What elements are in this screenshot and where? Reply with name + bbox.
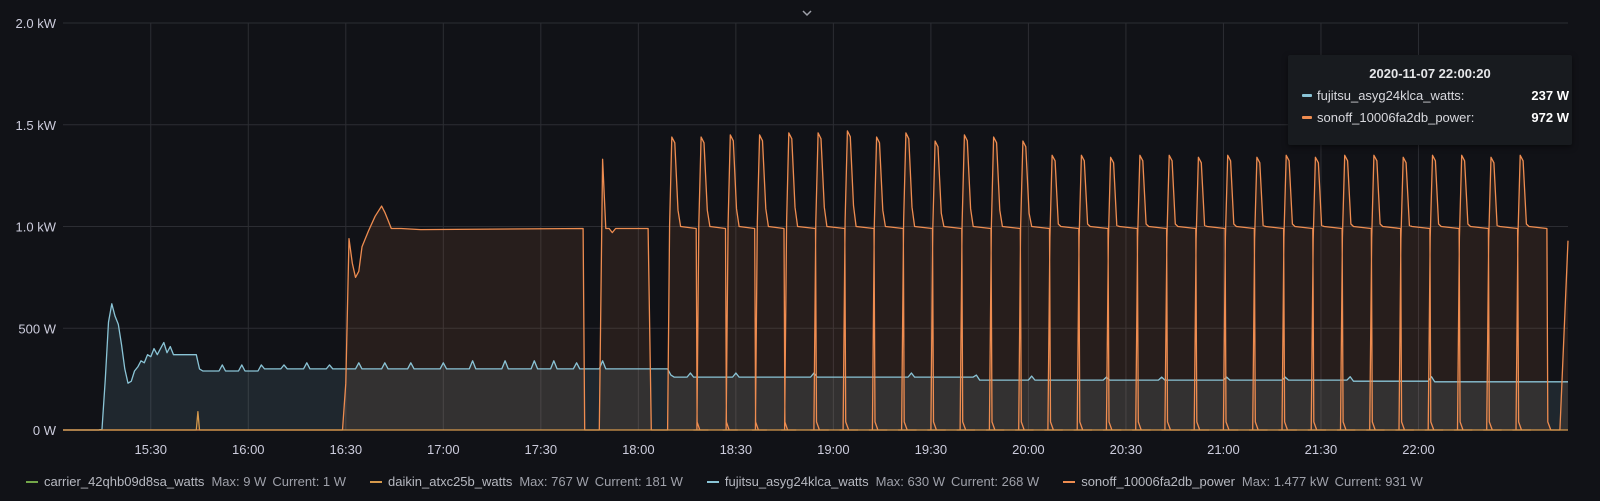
legend-item-sonoff[interactable]: sonoff_10006fa2db_power Max: 1.477 kW Cu… <box>1063 474 1429 489</box>
legend-item-daikin[interactable]: daikin_atxc25b_watts Max: 767 W Current:… <box>370 474 689 489</box>
legend-max: Max: 1.477 kW <box>1241 474 1329 489</box>
x-tick-label: 19:00 <box>817 442 850 457</box>
x-tick-label: 19:30 <box>915 442 948 457</box>
legend-series-name: fujitsu_asyg24klca_watts <box>724 474 869 489</box>
legend-current: Current: 931 W <box>1334 474 1423 489</box>
tooltip-series-name: sonoff_10006fa2db_power: <box>1317 110 1475 125</box>
legend-series-name: sonoff_10006fa2db_power <box>1081 474 1235 489</box>
series-area-fujitsu-asyg24klca-watts <box>63 303 1568 430</box>
tooltip-series-value: 237 W <box>1531 88 1569 103</box>
legend-swatch <box>1063 480 1076 483</box>
legend-current: Current: 1 W <box>272 474 347 489</box>
series-swatch <box>1302 94 1312 97</box>
x-axis: 15:30 16:00 16:30 17:00 17:30 18:00 18:30 19:00… <box>134 442 1434 457</box>
x-tick-label: 17:00 <box>427 442 460 457</box>
x-tick-label: 21:30 <box>1305 442 1338 457</box>
x-tick-label: 17:30 <box>525 442 558 457</box>
tooltip-series-value: 972 W <box>1531 110 1569 125</box>
legend-swatch <box>26 480 38 483</box>
x-tick-label: 16:30 <box>330 442 363 457</box>
chevron-down-icon[interactable] <box>801 8 813 18</box>
x-tick-label: 20:00 <box>1012 442 1045 457</box>
legend-max: Max: 9 W <box>211 474 267 489</box>
legend-current: Current: 268 W <box>951 474 1040 489</box>
legend-series-name: carrier_42qhb09d8sa_watts <box>44 474 205 489</box>
tooltip-series-name: fujitsu_asyg24klca_watts: <box>1317 88 1465 103</box>
legend-max: Max: 630 W <box>875 474 946 489</box>
tooltip-row-sonoff: sonoff_10006fa2db_power: 972 W <box>1302 110 1572 125</box>
x-tick-label: 18:00 <box>622 442 655 457</box>
x-tick-label: 20:30 <box>1110 442 1143 457</box>
legend-current: Current: 181 W <box>594 474 683 489</box>
y-tick-label: 1.0 kW <box>16 220 57 235</box>
x-tick-label: 21:00 <box>1207 442 1240 457</box>
y-axis: 0 W 500 W 1.0 kW 1.5 kW 2.0 kW <box>16 16 57 438</box>
legend-swatch <box>370 480 383 483</box>
y-tick-label: 1.5 kW <box>16 118 57 133</box>
series-lines <box>63 130 1569 431</box>
legend: carrier_42qhb09d8sa_watts Max: 9 W Curre… <box>26 474 1447 489</box>
x-tick-label: 15:30 <box>134 442 167 457</box>
hover-tooltip: 2020-11-07 22:00:20 fujitsu_asyg24klca_w… <box>1288 55 1572 145</box>
legend-swatch <box>706 480 719 483</box>
legend-series-name: daikin_atxc25b_watts <box>388 474 513 489</box>
legend-item-carrier[interactable]: carrier_42qhb09d8sa_watts Max: 9 W Curre… <box>26 474 352 489</box>
tooltip-row-fujitsu: fujitsu_asyg24klca_watts: 237 W <box>1302 88 1572 103</box>
x-tick-label: 18:30 <box>720 442 753 457</box>
legend-item-fujitsu[interactable]: fujitsu_asyg24klca_watts Max: 630 W Curr… <box>706 474 1045 489</box>
y-tick-label: 0 W <box>33 423 57 438</box>
x-tick-label: 16:00 <box>232 442 265 457</box>
series-swatch <box>1302 116 1312 119</box>
legend-max: Max: 767 W <box>519 474 589 489</box>
x-tick-label: 22:00 <box>1402 442 1435 457</box>
series-line-fujitsu-asyg24klca-watts <box>63 303 1568 431</box>
y-tick-label: 2.0 kW <box>16 16 57 31</box>
tooltip-time: 2020-11-07 22:00:20 <box>1369 66 1491 81</box>
y-tick-label: 500 W <box>18 321 56 336</box>
series-line-daikin-atxc25b-watts <box>63 411 1568 431</box>
